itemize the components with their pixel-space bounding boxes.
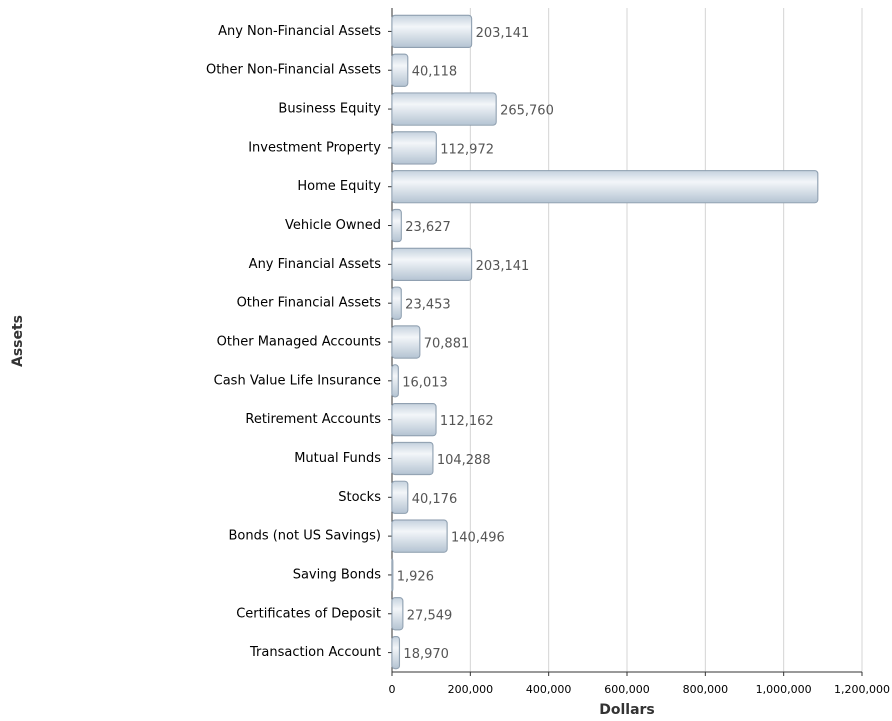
bar	[391, 53, 409, 87]
bar-tint	[392, 248, 472, 281]
x-tick-label: 1,200,000	[834, 683, 890, 696]
y-tick-label: Retirement Accounts	[245, 412, 381, 427]
y-axis-title: Assets	[10, 315, 26, 367]
y-tick-label: Transaction Account	[249, 645, 381, 660]
x-tick-label: 0	[389, 683, 396, 696]
bar	[391, 558, 394, 592]
value-label: 140,496	[451, 531, 505, 546]
y-tick-label: Cash Value Life Insurance	[214, 373, 381, 388]
bar	[391, 597, 404, 631]
x-tick-label: 200,000	[448, 683, 494, 696]
y-tick-label: Business Equity	[278, 102, 381, 117]
y-tick-label: Investment Property	[248, 140, 381, 155]
bar-tint	[392, 520, 448, 553]
bar	[391, 364, 399, 398]
value-label: 203,141	[476, 26, 530, 41]
x-tick-label: 600,000	[604, 683, 650, 696]
y-tick-label: Mutual Funds	[294, 451, 381, 466]
bar-tint	[392, 597, 403, 630]
bar	[391, 208, 402, 243]
bar-tint	[392, 287, 402, 320]
bar	[391, 519, 448, 553]
y-tick-label: Other Non-Financial Assets	[206, 63, 381, 78]
y-tick-label: Other Financial Assets	[237, 296, 382, 311]
x-tick-label: 1,000,000	[756, 683, 812, 696]
y-tick-label: Vehicle Owned	[285, 218, 381, 233]
bar-tint	[392, 558, 393, 591]
value-label: 265,760	[500, 104, 554, 119]
bar	[391, 170, 819, 204]
bar	[391, 635, 401, 670]
value-label: 23,453	[405, 298, 451, 313]
y-tick-label: Stocks	[338, 490, 381, 505]
y-tick-label: Any Non-Financial Assets	[218, 24, 381, 39]
bar-tint	[392, 170, 818, 203]
bar	[391, 131, 437, 165]
bar	[391, 325, 421, 359]
bar	[391, 403, 437, 437]
value-label: 1,926	[397, 569, 434, 584]
y-tick-label: Other Managed Accounts	[217, 335, 382, 350]
value-label: 23,627	[405, 220, 451, 235]
y-tick-label: Saving Bonds	[293, 567, 382, 582]
bar-tint	[392, 15, 472, 48]
value-label: 112,162	[440, 414, 494, 429]
bar-tint	[392, 131, 437, 164]
bar-tint	[392, 481, 408, 514]
y-tick-label: Home Equity	[297, 179, 381, 194]
bar-tint	[392, 364, 399, 397]
bar	[391, 92, 497, 126]
bar	[391, 480, 409, 514]
value-label: 40,176	[412, 492, 458, 507]
value-label: 16,013	[402, 375, 448, 390]
bar-tint	[392, 54, 408, 87]
bar	[391, 286, 402, 320]
bar-tint	[392, 93, 497, 126]
y-tick-label: Any Financial Assets	[249, 257, 382, 272]
x-axis-title: Dollars	[599, 702, 655, 718]
value-label: 27,549	[407, 608, 453, 623]
x-tick-label: 800,000	[683, 683, 729, 696]
bar	[391, 14, 473, 49]
bar	[391, 441, 434, 476]
value-label: 104,288	[437, 453, 491, 468]
value-label: 40,118	[412, 65, 458, 80]
x-tick-label: 400,000	[526, 683, 572, 696]
bar-tint	[392, 442, 433, 475]
value-label: 112,972	[440, 142, 494, 157]
y-tick-label: Bonds (not US Savings)	[228, 529, 381, 544]
value-label: 203,141	[476, 259, 530, 274]
bar	[391, 247, 473, 281]
y-tick-label: Certificates of Deposit	[236, 606, 381, 621]
value-label: 18,970	[403, 647, 449, 662]
bar-tint	[392, 209, 402, 242]
value-label: 70,881	[424, 337, 470, 352]
bar-tint	[392, 326, 420, 358]
bar-tint	[392, 636, 400, 669]
bar-tint	[392, 403, 436, 436]
